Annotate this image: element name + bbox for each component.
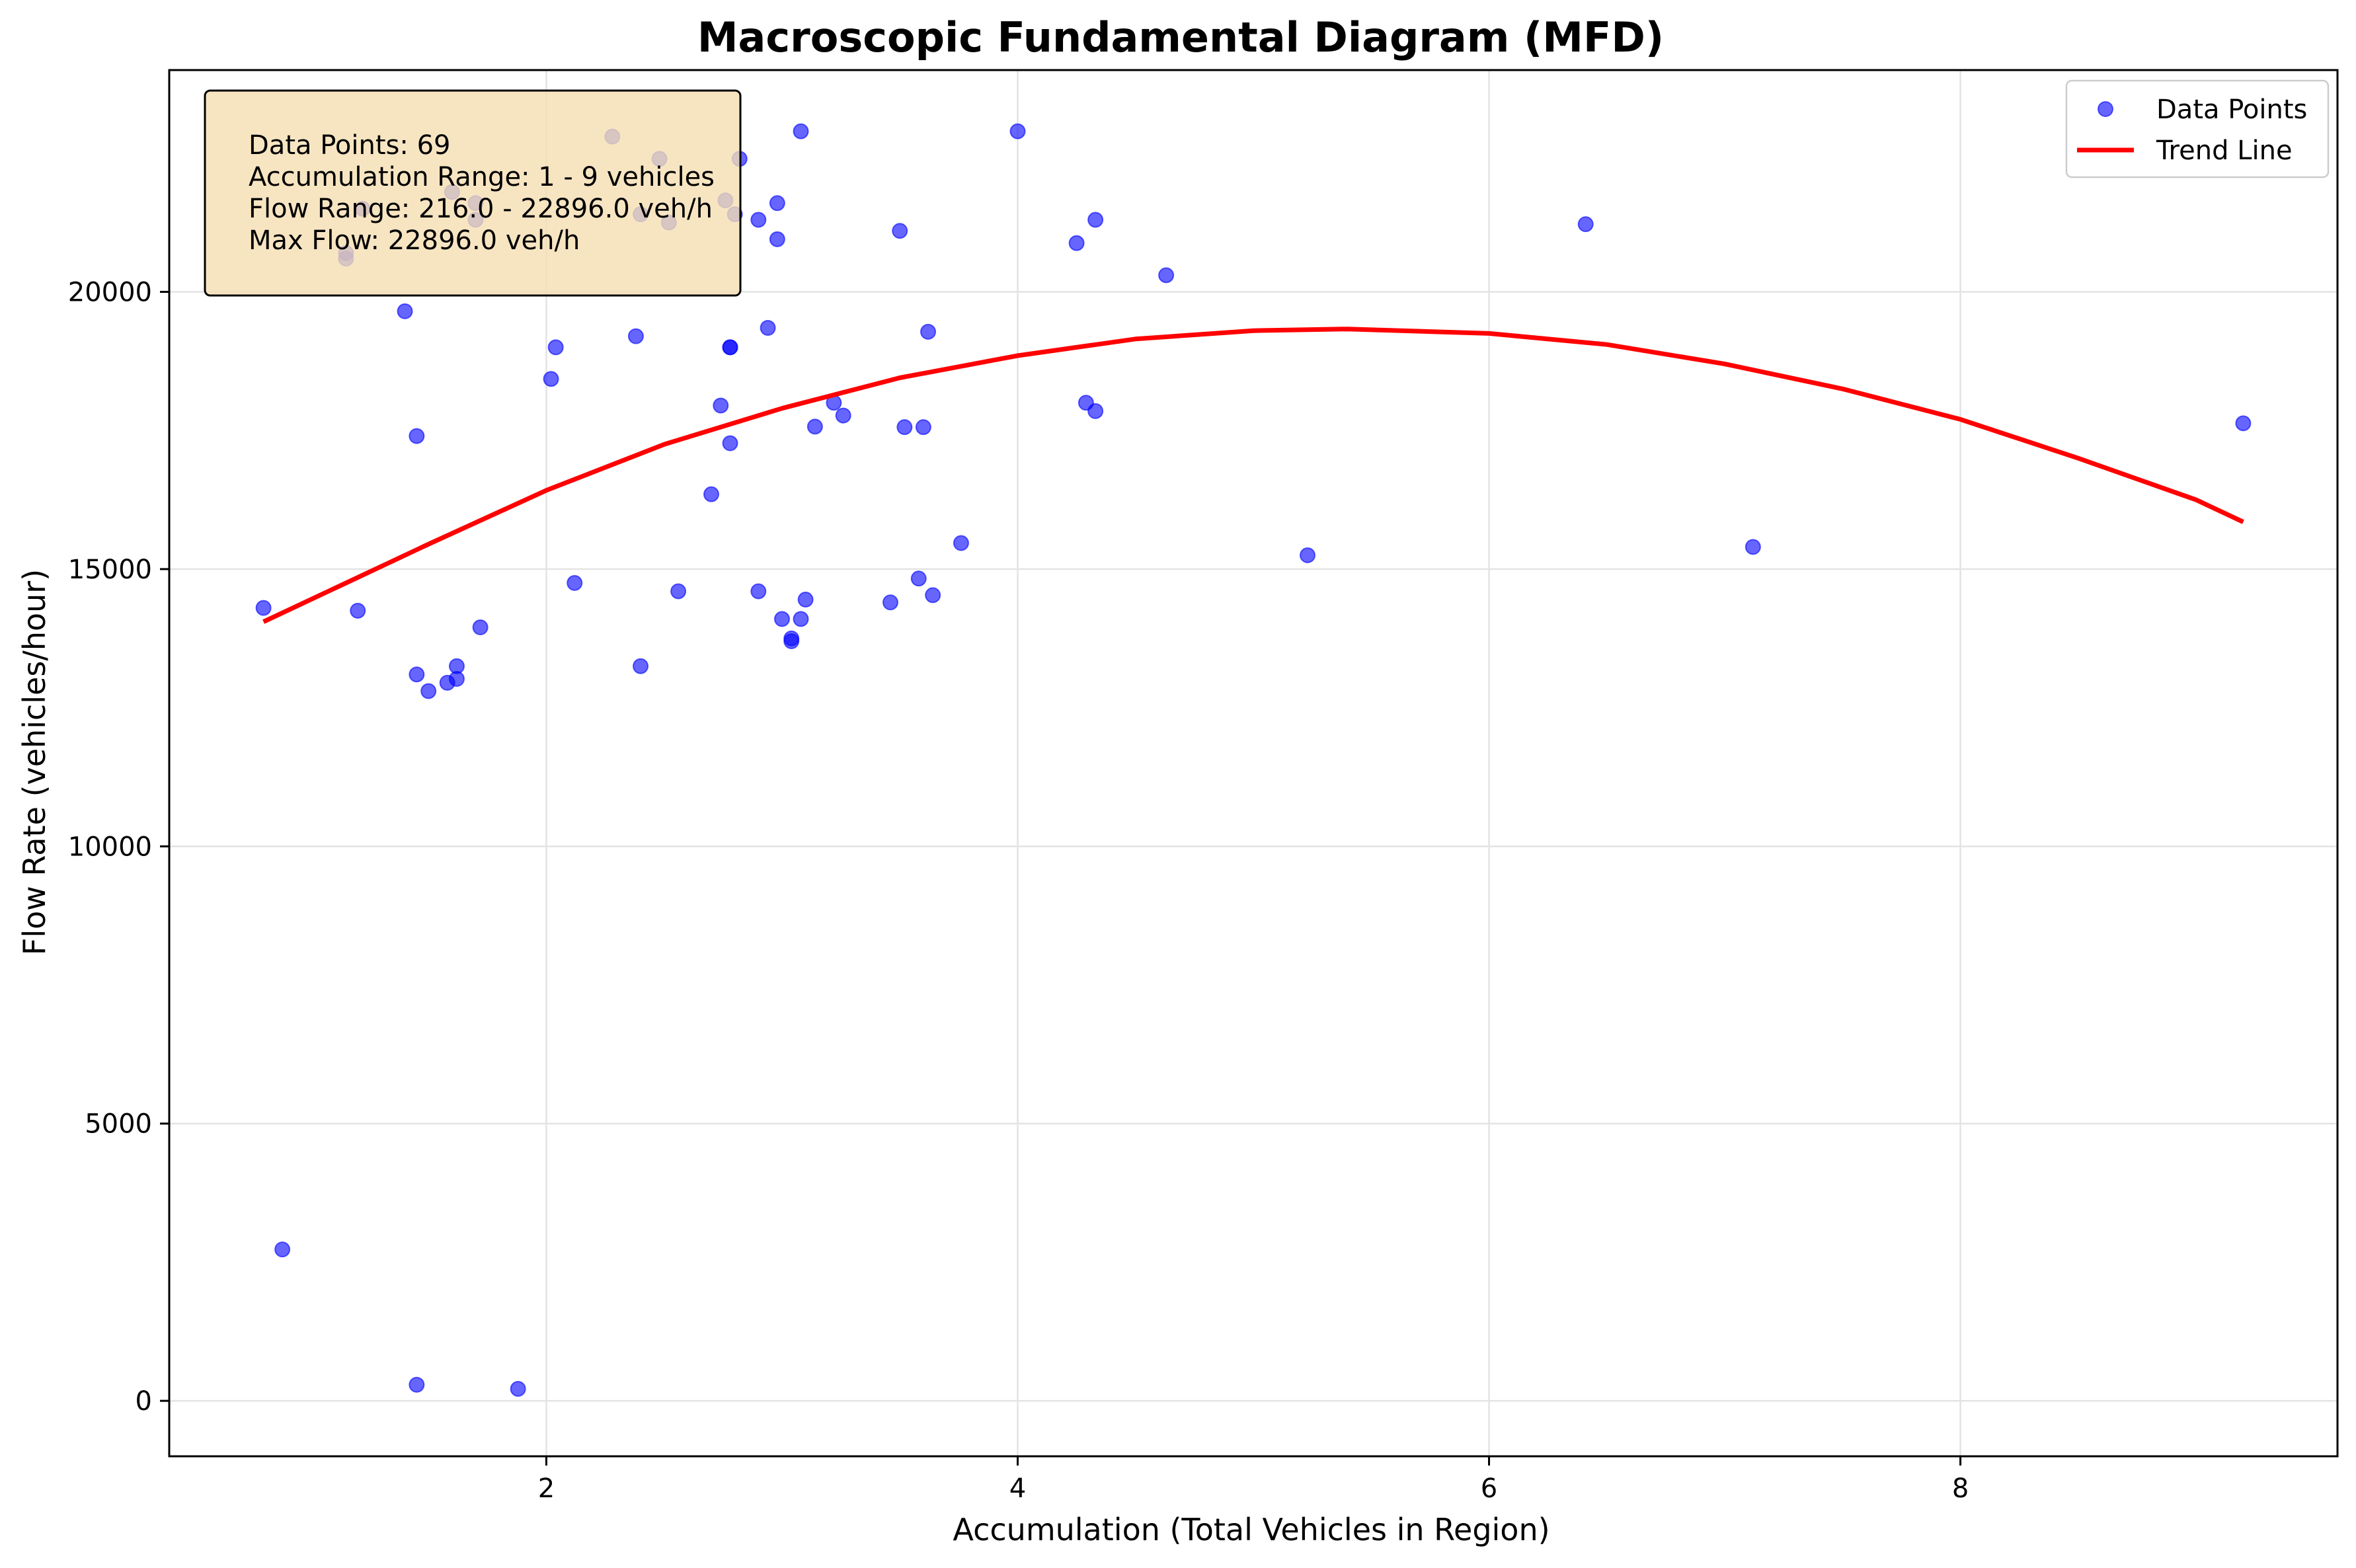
data-point (783, 630, 800, 647)
axes-layer: 2 4 6 8 0 5000 10000 15000 20000 (68, 69, 2339, 1504)
data-point (760, 320, 776, 336)
data-point (915, 419, 931, 436)
legend-label: Trend Line (2156, 136, 2293, 166)
data-point (448, 671, 465, 687)
data-point (1087, 403, 1104, 419)
data-point (953, 535, 969, 551)
legend-marker-data-points (2098, 101, 2113, 117)
trend-line (262, 327, 2244, 624)
data-point (1745, 539, 1761, 555)
y-tick-label: 15000 (68, 555, 152, 585)
annotation-text: Data Points: 69 (249, 130, 450, 161)
data-point (703, 486, 719, 502)
x-axis-label: Accumulation (Total Vehicles in Region) (953, 1512, 1550, 1548)
data-point (925, 587, 941, 604)
data-point (722, 435, 738, 451)
data-point (420, 683, 437, 699)
annotation-text: Accumulation Range: 1 - 9 vehicles (249, 162, 715, 192)
data-point (773, 611, 790, 627)
data-point (409, 666, 425, 683)
data-point (806, 418, 823, 435)
legend-label: Data Points (2156, 95, 2307, 125)
data-point (472, 619, 489, 635)
data-point (910, 570, 927, 587)
data-point (722, 339, 738, 356)
data-point (1009, 123, 1026, 139)
data-point (835, 407, 851, 424)
data-point (2235, 415, 2252, 432)
data-point (409, 1376, 425, 1393)
data-point (1577, 216, 1594, 233)
data-point (1300, 547, 1315, 563)
y-tick-label: 5000 (85, 1109, 152, 1140)
data-point (769, 195, 785, 212)
data-point (1158, 267, 1175, 284)
data-point (793, 123, 809, 139)
data-point (1068, 235, 1085, 251)
data-point (255, 600, 272, 616)
data-point (627, 328, 644, 344)
data-point (882, 594, 898, 611)
data-point (670, 583, 687, 600)
data-point (567, 574, 583, 591)
data-point (547, 339, 564, 356)
plot-frame (168, 69, 2339, 1458)
y-tick-label: 10000 (68, 832, 152, 862)
y-tick-label: 20000 (68, 278, 152, 308)
data-point (633, 658, 649, 674)
x-tick-label: 8 (1952, 1473, 1969, 1504)
data-point (713, 397, 729, 414)
data-point (797, 592, 814, 608)
annotation-text: Max Flow: 22896.0 veh/h (249, 225, 580, 256)
data-layer (255, 123, 2252, 1397)
data-point (350, 602, 366, 619)
y-tick-label: 0 (136, 1386, 152, 1417)
data-point (510, 1381, 526, 1397)
data-point (397, 303, 413, 319)
legend-layer: Data Points Trend Line (2065, 79, 2330, 178)
data-point (409, 428, 425, 444)
x-tick-label: 4 (1009, 1473, 1026, 1504)
y-axis-label: Flow Rate (vehicles/hour) (17, 569, 52, 955)
annotation-text: Flow Range: 216.0 - 22896.0 veh/h (249, 194, 713, 224)
data-point (896, 419, 913, 436)
data-point (892, 223, 908, 239)
data-point (793, 611, 809, 627)
data-point (769, 231, 785, 247)
data-point (543, 371, 559, 387)
data-point (274, 1241, 291, 1258)
data-point (920, 323, 936, 340)
chart-title: Macroscopic Fundamental Diagram (MFD) (697, 13, 1664, 61)
data-point (1087, 212, 1104, 228)
x-tick-label: 2 (538, 1473, 555, 1504)
data-point (750, 583, 767, 600)
legend-box (2065, 79, 2330, 178)
x-tick-label: 6 (1481, 1473, 1497, 1504)
data-point (750, 212, 767, 228)
annotation-box (204, 89, 742, 297)
